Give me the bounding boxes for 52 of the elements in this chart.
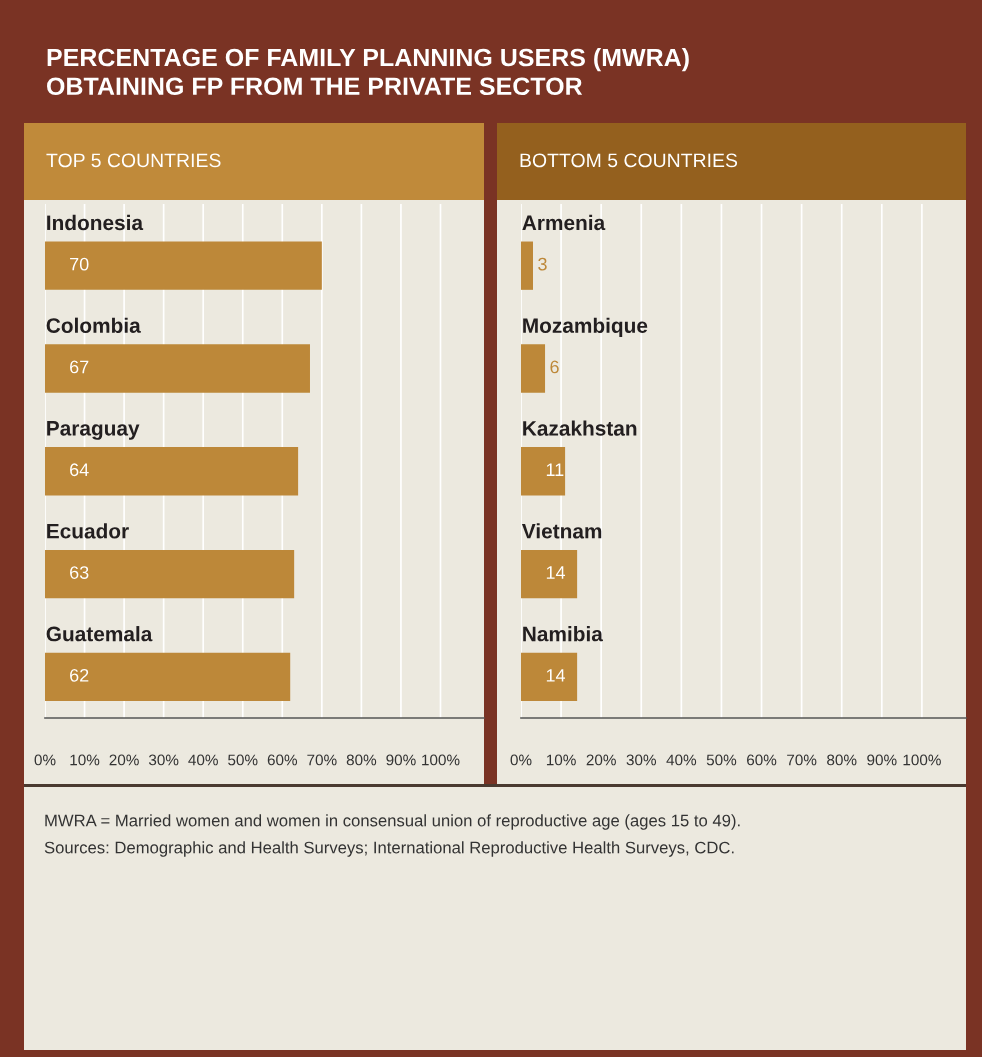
chart-title: PERCENTAGE OF FAMILY PLANNING USERS (MWRA) OBTAINING FP FROM THE PRIVATE SECTOR [47, 48, 689, 96]
y-tick-label: Vietnam [521, 523, 602, 539]
x-tick-label: 40% [188, 754, 218, 766]
bar [521, 652, 578, 702]
data-label: 14 [546, 669, 566, 682]
x-tick-label: 70% [307, 754, 337, 766]
data-label: 67 [70, 360, 89, 374]
y-tick-label: Guatemala [46, 626, 153, 642]
data-label: 3 [538, 257, 547, 271]
data-label: 62 [70, 668, 89, 682]
y-tick-label: Colombia [46, 317, 141, 333]
chart-subtitle: TOP 5 COUNTRIES [46, 153, 221, 168]
x-tick-label: 30% [626, 754, 657, 766]
x-tick-label: 70% [787, 754, 817, 766]
bar [521, 549, 578, 599]
x-tick-label: 80% [346, 754, 377, 766]
x-tick-label: 100% [903, 754, 941, 766]
y-tick-label: Kazakhstan [523, 420, 637, 436]
x-tick-label: 90% [386, 754, 416, 766]
source-note: Sources: Demographic and Health Surveys; International Reproductive Health Surveys, CDC. [44, 841, 734, 857]
data-label: 64 [70, 463, 89, 477]
y-tick-label: Armenia [522, 214, 606, 231]
text: MWRA = Married women and women in consensual union of reproductive age (ages 15 to 49). [45, 814, 740, 830]
data-label: 70 [70, 257, 89, 271]
x-tick-label: 30% [148, 754, 179, 766]
x-tick-label: 40% [666, 754, 697, 766]
x-tick-label: 50% [706, 754, 737, 766]
x-tick-label: 80% [827, 754, 857, 766]
data-label: 11 [546, 463, 564, 476]
bar [521, 241, 534, 290]
x-tick-label: 20% [109, 754, 139, 766]
x-tick-label: 0% [34, 754, 56, 766]
x-tick-label: 0% [510, 754, 532, 766]
y-tick-label: Paraguay [47, 421, 140, 440]
x-tick-label: 50% [228, 754, 258, 766]
chart-subtitle: BOTTOM 5 COUNTRIES [520, 153, 738, 168]
data-label: 6 [550, 360, 559, 374]
y-tick-label: Mozambique [523, 317, 648, 338]
y-tick-label: Ecuador [47, 523, 129, 539]
x-tick-label: 20% [586, 754, 616, 766]
bar [521, 344, 546, 393]
data-label: 63 [70, 566, 89, 579]
bar [521, 447, 566, 496]
y-tick-label: Namibia [523, 626, 603, 642]
x-tick-label: 60% [267, 754, 298, 766]
x-tick-label: 10% [70, 754, 100, 766]
x-tick-label: 60% [747, 754, 777, 766]
x-tick-label: 90% [867, 754, 897, 766]
x-tick-label: 10% [546, 754, 576, 766]
y-tick-label: Indonesia [47, 214, 144, 231]
data-label: 14 [546, 566, 566, 579]
x-tick-label: 100% [422, 754, 460, 766]
